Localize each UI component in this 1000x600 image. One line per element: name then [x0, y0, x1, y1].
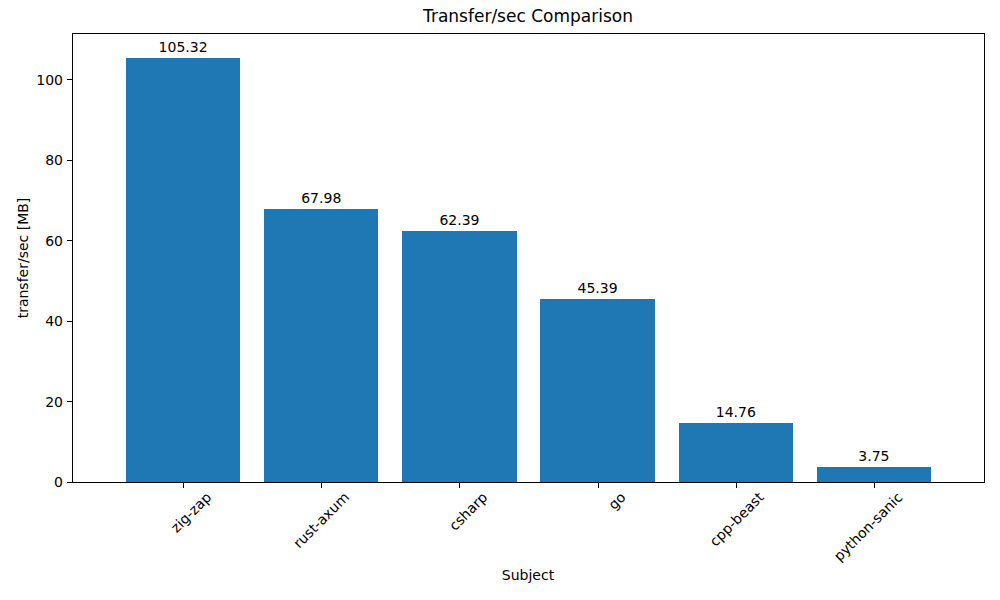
bar: 105.32: [126, 58, 240, 482]
x-tick-mark: [736, 483, 737, 488]
bar-slot: 3.75python-sanic: [805, 34, 943, 482]
x-tick-label: python-sanic: [830, 489, 905, 564]
bar: 45.39: [540, 299, 654, 482]
x-tick-label: cpp-beast: [707, 489, 767, 549]
bar-value-label: 62.39: [439, 212, 479, 228]
x-tick-label: go: [605, 489, 629, 513]
bar-value-label: 45.39: [578, 280, 618, 296]
y-tick-mark: [67, 482, 72, 483]
x-tick-mark: [598, 483, 599, 488]
x-tick-label: rust-axum: [290, 489, 352, 551]
bar-value-label: 14.76: [716, 404, 756, 420]
bars-container: 105.32zig-zap67.98rust-axum62.39csharp45…: [73, 34, 984, 482]
x-tick-mark: [874, 483, 875, 488]
y-tick-label: 80: [45, 152, 63, 168]
x-tick-mark: [459, 483, 460, 488]
y-tick-label: 20: [45, 394, 63, 410]
bar: 3.75: [817, 467, 931, 482]
y-axis-label: transfer/sec [MB]: [15, 198, 31, 319]
bar-value-label: 3.75: [858, 448, 889, 464]
y-tick-label: 40: [45, 313, 63, 329]
bar-value-label: 105.32: [159, 39, 208, 55]
chart-title: Transfer/sec Comparison: [423, 6, 633, 26]
x-tick-label: csharp: [446, 489, 491, 534]
y-tick-mark: [67, 160, 72, 161]
x-axis-label: Subject: [502, 567, 554, 583]
y-tick-mark: [67, 321, 72, 322]
y-tick-label: 0: [54, 474, 63, 490]
bar: 67.98: [264, 209, 378, 482]
bar: 14.76: [679, 423, 793, 482]
y-tick-mark: [67, 79, 72, 80]
bar-value-label: 67.98: [301, 190, 341, 206]
y-tick-label: 100: [36, 72, 63, 88]
bar-chart-figure: Transfer/sec Comparison transfer/sec [MB…: [0, 0, 1000, 600]
x-tick-label: zig-zap: [168, 489, 215, 536]
x-tick-mark: [183, 483, 184, 488]
bar-slot: 14.76cpp-beast: [667, 34, 805, 482]
bar-slot: 105.32zig-zap: [114, 34, 252, 482]
bar: 62.39: [402, 231, 516, 482]
bar-slot: 67.98rust-axum: [252, 34, 390, 482]
plot-area: 020406080100 105.32zig-zap67.98rust-axum…: [72, 33, 985, 483]
bar-slot: 45.39go: [529, 34, 667, 482]
bar-slot: 62.39csharp: [390, 34, 528, 482]
y-tick-label: 60: [45, 233, 63, 249]
y-tick-mark: [67, 401, 72, 402]
y-tick-mark: [67, 240, 72, 241]
x-tick-mark: [321, 483, 322, 488]
